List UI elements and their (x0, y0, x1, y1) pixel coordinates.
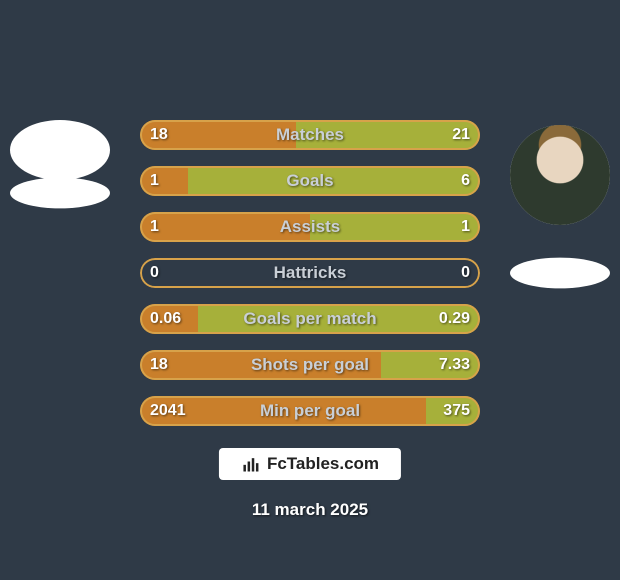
stat-value-right: 1 (461, 212, 470, 242)
stat-value-left: 2041 (150, 396, 186, 426)
stat-value-right: 7.33 (439, 350, 470, 380)
date-label: 11 march 2025 (0, 500, 620, 520)
stat-value-left: 18 (150, 350, 168, 380)
stat-row: Matches18 21 (140, 120, 480, 150)
stat-row: Hattricks0 0 (140, 258, 480, 288)
stat-label: Goals per match (140, 304, 480, 334)
avatar-right (510, 125, 610, 225)
flag-right (510, 258, 610, 289)
stat-label: Goals (140, 166, 480, 196)
avatar-right-face (510, 125, 610, 225)
stat-value-left: 1 (150, 212, 159, 242)
stat-row: Shots per goal18 7.33 (140, 350, 480, 380)
stat-value-right: 375 (443, 396, 470, 426)
stat-label: Hattricks (140, 258, 480, 288)
stat-value-left: 0.06 (150, 304, 181, 334)
avatar-left (10, 120, 110, 180)
stat-label: Matches (140, 120, 480, 150)
stat-row: Min per goal2041 375 (140, 396, 480, 426)
stat-label: Min per goal (140, 396, 480, 426)
stat-row: Goals1 6 (140, 166, 480, 196)
stat-label: Assists (140, 212, 480, 242)
stat-value-left: 0 (150, 258, 159, 288)
stat-row: Goals per match0.06 0.29 (140, 304, 480, 334)
watermark-text: FcTables.com (267, 454, 379, 474)
stat-bars: Matches1821Goals16Assists11Hattricks00Go… (140, 120, 480, 426)
flag-left (10, 178, 110, 209)
stat-value-left: 1 (150, 166, 159, 196)
stat-value-right: 0.29 (439, 304, 470, 334)
watermark: FcTables.com (219, 448, 401, 480)
stat-value-right: 0 (461, 258, 470, 288)
stat-value-right: 6 (461, 166, 470, 196)
stat-value-right: 21 (452, 120, 470, 150)
stat-value-left: 18 (150, 120, 168, 150)
stat-row: Assists1 1 (140, 212, 480, 242)
stat-label: Shots per goal (140, 350, 480, 380)
chart-icon (241, 454, 261, 474)
